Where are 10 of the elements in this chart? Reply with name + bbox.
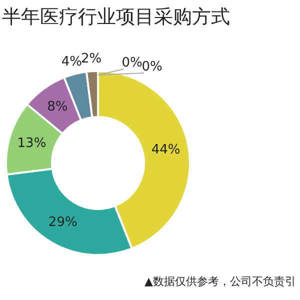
data-label: 44% xyxy=(151,142,180,158)
text: ▲数据仅供参考，公司不负责引 xyxy=(144,274,296,289)
data-label: 13% xyxy=(17,136,46,152)
chart-title: 半年医疗行业项目采购方式 xyxy=(2,5,230,30)
data-label: 4% xyxy=(61,54,82,70)
text: 0% xyxy=(142,59,162,74)
data-label: 8% xyxy=(47,100,68,115)
data-label: 29% xyxy=(48,214,78,230)
data-label: 2% xyxy=(81,52,102,67)
text: 0% xyxy=(122,55,142,70)
